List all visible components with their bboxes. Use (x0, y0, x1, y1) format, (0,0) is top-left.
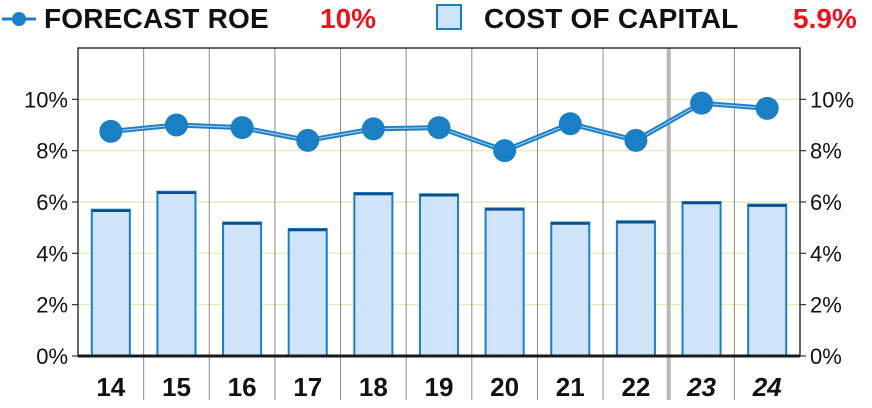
x-tick-label: 14 (96, 372, 125, 402)
x-tick-label: 20 (490, 372, 519, 402)
forecast-roe-point (690, 91, 714, 115)
cost-of-capital-bar (418, 193, 460, 357)
legend-roe-label: FORECAST ROE (44, 3, 269, 34)
x-tick-label: 23 (686, 372, 716, 402)
x-tick-label: 22 (621, 372, 650, 402)
forecast-roe-point (361, 117, 385, 141)
y-tick-label-left: 0% (36, 344, 68, 369)
x-tick-label: 24 (752, 372, 782, 402)
light-blue-square-icon (436, 4, 462, 30)
y-tick-label-left: 10% (24, 87, 68, 112)
forecast-roe-point (99, 119, 123, 143)
y-tick-label-left: 8% (36, 139, 68, 164)
forecast-roe-point (558, 112, 582, 136)
forecast-roe-point (296, 128, 320, 152)
y-tick-label-right: 6% (810, 190, 842, 215)
forecast-roe-point (755, 96, 779, 120)
legend-roe-value: 10% (320, 3, 377, 34)
x-tick-label: 18 (359, 372, 388, 402)
cost-of-capital-bar (681, 201, 722, 357)
cost-of-capital-bar (615, 220, 656, 357)
x-tick-label: 19 (425, 372, 454, 402)
forecast-roe-point (164, 113, 188, 137)
cost-of-capital-bar (747, 203, 788, 357)
x-tick-label: 17 (293, 372, 322, 402)
cost-of-capital-bar (156, 190, 197, 357)
cost-of-capital-bar (222, 221, 263, 357)
chart-legend: FORECAST ROE 10% COST OF CAPITAL 5.9% (0, 0, 872, 40)
y-tick-label-right: 2% (810, 293, 842, 318)
x-tick-label: 21 (556, 372, 585, 402)
y-tick-label-right: 8% (810, 139, 842, 164)
cost-of-capital-bar (90, 208, 131, 357)
forecast-roe-point (493, 139, 517, 163)
line-with-dot-icon (2, 12, 36, 26)
y-tick-label-left: 2% (36, 293, 68, 318)
forecast-roe-point (427, 116, 451, 140)
forecast-roe-point (624, 128, 648, 152)
forecast-roe-point (230, 116, 254, 140)
cost-of-capital-bar (353, 192, 394, 357)
x-tick-label: 16 (228, 372, 257, 402)
y-tick-label-left: 6% (36, 190, 68, 215)
x-tick-label: 15 (162, 372, 191, 402)
y-tick-label-right: 0% (810, 344, 842, 369)
legend-coc-label: COST OF CAPITAL (484, 3, 739, 34)
y-tick-label-right: 4% (810, 241, 842, 266)
legend-coc-value: 5.9% (793, 3, 857, 34)
cost-of-capital-bar (484, 207, 525, 357)
cost-of-capital-bar (550, 221, 591, 357)
cost-of-capital-bar (287, 227, 328, 357)
y-tick-label-right: 10% (810, 87, 854, 112)
y-tick-label-left: 4% (36, 241, 68, 266)
